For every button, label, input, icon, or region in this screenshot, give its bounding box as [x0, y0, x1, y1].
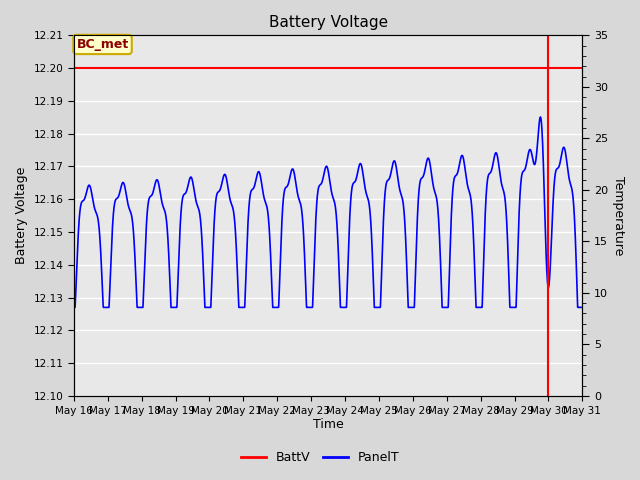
Legend: BattV, PanelT: BattV, PanelT [236, 446, 404, 469]
Y-axis label: Battery Voltage: Battery Voltage [15, 167, 28, 264]
Title: Battery Voltage: Battery Voltage [269, 15, 388, 30]
Y-axis label: Temperature: Temperature [612, 176, 625, 255]
X-axis label: Time: Time [313, 419, 344, 432]
Text: BC_met: BC_met [76, 38, 129, 51]
